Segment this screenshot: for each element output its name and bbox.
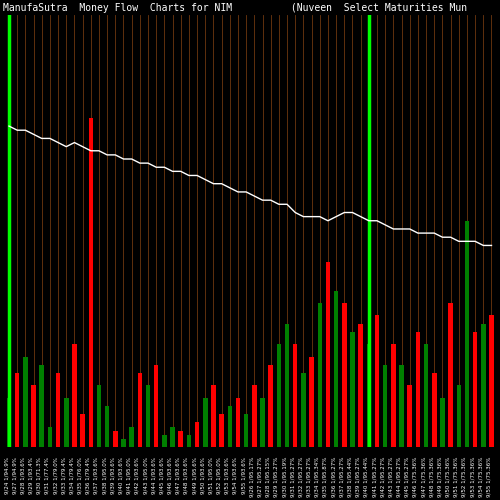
Bar: [473, 332, 478, 447]
Bar: [276, 344, 281, 447]
Bar: [293, 344, 298, 447]
Bar: [72, 344, 76, 447]
Bar: [211, 386, 216, 447]
Bar: [310, 356, 314, 447]
Bar: [15, 373, 20, 447]
Bar: [64, 398, 68, 447]
Bar: [391, 344, 396, 447]
Bar: [203, 398, 207, 447]
Bar: [138, 373, 142, 447]
Bar: [220, 414, 224, 447]
Bar: [350, 332, 354, 447]
Bar: [130, 426, 134, 447]
Bar: [366, 344, 371, 447]
Bar: [326, 262, 330, 447]
Bar: [186, 435, 191, 447]
Bar: [105, 406, 110, 447]
Bar: [416, 332, 420, 447]
Bar: [195, 422, 200, 447]
Bar: [464, 220, 469, 447]
Bar: [146, 386, 150, 447]
Bar: [40, 365, 44, 447]
Bar: [170, 426, 175, 447]
Bar: [88, 118, 93, 447]
Bar: [260, 398, 265, 447]
Bar: [400, 365, 404, 447]
Text: ManufaSutra  Money Flow  Charts for NIM          (Nuveen  Select Maturities Mun : ManufaSutra Money Flow Charts for NIM (N…: [4, 3, 500, 13]
Bar: [456, 386, 461, 447]
Bar: [80, 414, 85, 447]
Bar: [383, 365, 388, 447]
Bar: [424, 344, 428, 447]
Bar: [408, 386, 412, 447]
Bar: [244, 414, 248, 447]
Bar: [334, 290, 338, 447]
Bar: [268, 365, 273, 447]
Bar: [301, 373, 306, 447]
Bar: [440, 398, 444, 447]
Bar: [342, 303, 346, 447]
Bar: [96, 386, 101, 447]
Bar: [236, 398, 240, 447]
Bar: [154, 365, 158, 447]
Bar: [489, 316, 494, 447]
Bar: [23, 356, 28, 447]
Bar: [162, 435, 166, 447]
Bar: [228, 406, 232, 447]
Bar: [285, 324, 290, 447]
Bar: [375, 316, 380, 447]
Bar: [56, 373, 60, 447]
Bar: [432, 373, 436, 447]
Bar: [48, 426, 52, 447]
Bar: [481, 324, 486, 447]
Bar: [252, 386, 256, 447]
Bar: [358, 324, 363, 447]
Bar: [113, 430, 117, 447]
Bar: [122, 439, 126, 447]
Bar: [448, 303, 453, 447]
Bar: [318, 303, 322, 447]
Bar: [7, 398, 12, 447]
Bar: [32, 386, 36, 447]
Bar: [178, 430, 183, 447]
